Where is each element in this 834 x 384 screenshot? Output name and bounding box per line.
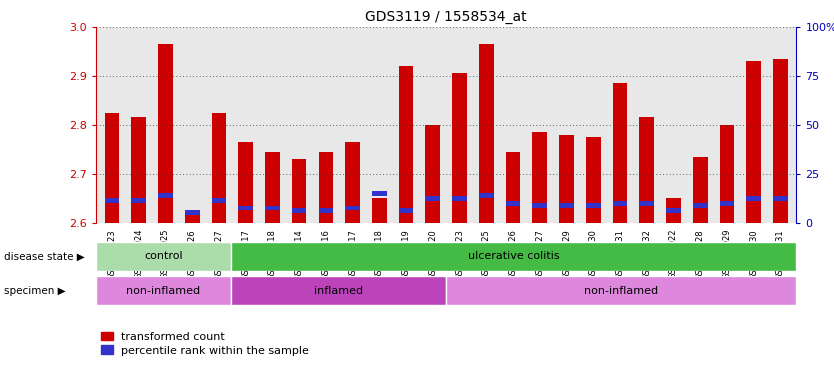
Text: non-inflamed: non-inflamed <box>585 286 658 296</box>
Bar <box>425 196 440 201</box>
Bar <box>265 152 279 223</box>
Text: ulcerative colitis: ulcerative colitis <box>468 251 560 262</box>
Bar <box>586 203 600 208</box>
Text: specimen ▶: specimen ▶ <box>4 286 66 296</box>
Bar <box>104 113 119 223</box>
Text: control: control <box>144 251 183 262</box>
Bar <box>586 137 600 223</box>
Bar <box>532 132 547 223</box>
Bar <box>231 276 446 305</box>
Bar <box>185 210 199 215</box>
Legend: transformed count, percentile rank within the sample: transformed count, percentile rank withi… <box>102 332 309 356</box>
Bar <box>666 198 681 223</box>
Bar <box>532 203 547 208</box>
Bar <box>96 242 231 271</box>
Bar <box>693 157 707 223</box>
Bar <box>292 159 306 223</box>
Bar <box>479 194 494 198</box>
Bar <box>613 83 627 223</box>
Bar <box>446 276 796 305</box>
Bar <box>185 215 199 223</box>
Bar <box>425 125 440 223</box>
Bar <box>231 242 796 271</box>
Bar <box>158 44 173 223</box>
Bar <box>292 208 306 213</box>
Bar <box>212 198 226 203</box>
Bar <box>773 59 788 223</box>
Bar <box>399 66 414 223</box>
Bar <box>720 201 734 205</box>
Bar <box>372 191 387 196</box>
Bar <box>319 152 334 223</box>
Bar <box>773 196 788 201</box>
Bar <box>613 201 627 205</box>
Bar <box>345 205 360 210</box>
Text: GDS3119 / 1558534_at: GDS3119 / 1558534_at <box>365 10 527 23</box>
Bar <box>158 194 173 198</box>
Text: non-inflamed: non-inflamed <box>126 286 200 296</box>
Bar <box>239 205 253 210</box>
Bar <box>746 196 761 201</box>
Bar <box>720 125 734 223</box>
Bar <box>372 198 387 223</box>
Bar <box>559 203 574 208</box>
Bar <box>505 152 520 223</box>
Bar <box>559 135 574 223</box>
Bar <box>239 142 253 223</box>
Bar <box>399 208 414 213</box>
Bar <box>666 208 681 213</box>
Bar <box>479 44 494 223</box>
Bar <box>265 205 279 210</box>
Bar <box>452 196 467 201</box>
Bar <box>345 142 360 223</box>
Bar <box>640 201 654 205</box>
Bar <box>505 201 520 205</box>
Bar <box>212 113 226 223</box>
Bar <box>131 118 146 223</box>
Bar <box>452 73 467 223</box>
Bar <box>96 276 231 305</box>
Bar <box>131 198 146 203</box>
Bar <box>104 198 119 203</box>
Bar <box>746 61 761 223</box>
Bar <box>640 118 654 223</box>
Bar <box>693 203 707 208</box>
Text: disease state ▶: disease state ▶ <box>4 251 85 262</box>
Bar <box>319 208 334 213</box>
Text: inflamed: inflamed <box>314 286 363 296</box>
